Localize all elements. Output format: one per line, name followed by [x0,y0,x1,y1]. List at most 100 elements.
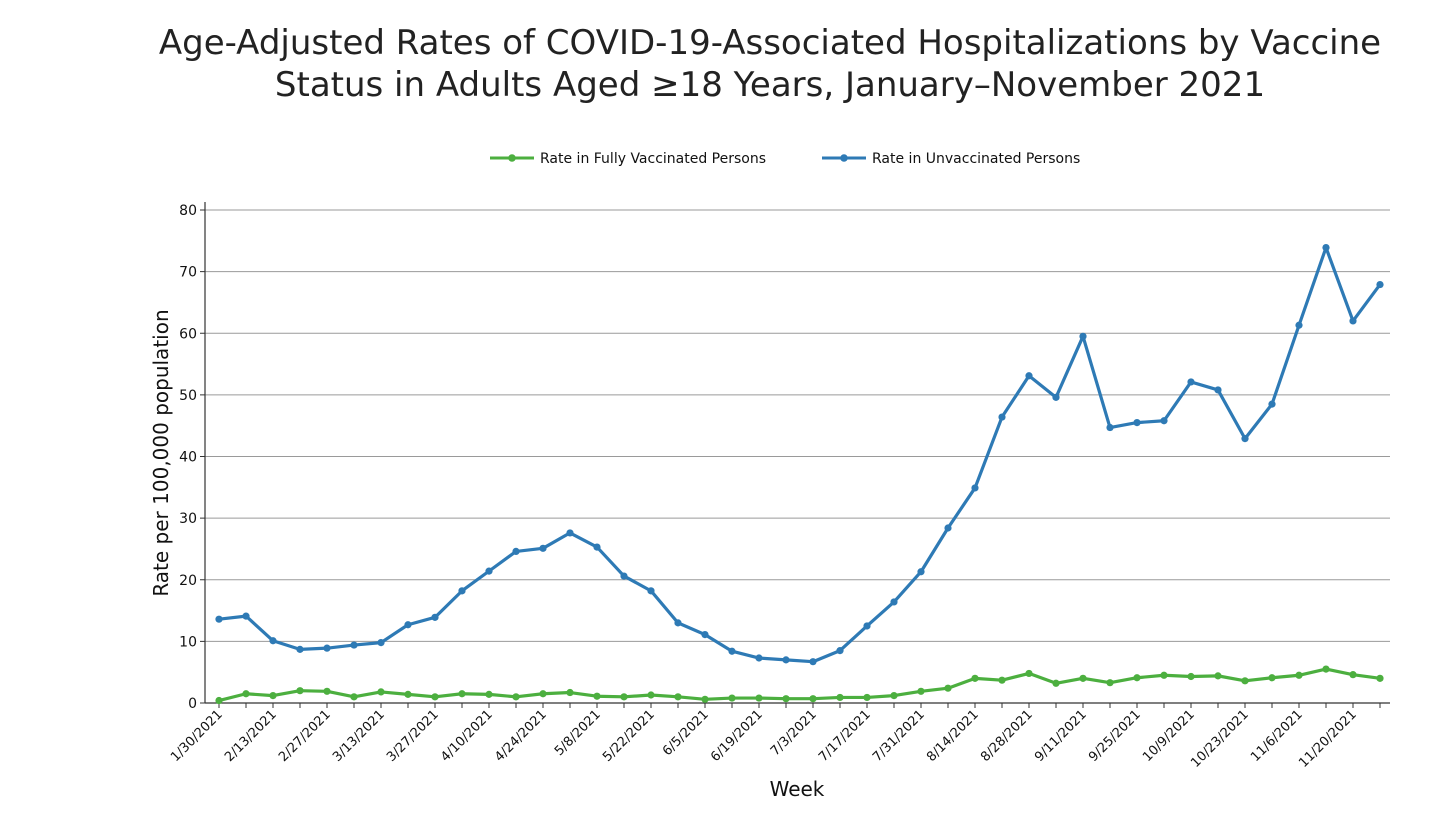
data-point[interactable] [1079,674,1087,682]
data-point[interactable] [647,587,655,595]
data-point[interactable] [296,687,304,695]
data-point[interactable] [242,612,250,620]
x-tick-label: 4/24/2021 [492,707,550,765]
data-point[interactable] [350,693,358,701]
data-point[interactable] [1052,679,1060,687]
data-point[interactable] [917,568,925,576]
y-axis-label: Rate per 100,000 population [149,309,173,596]
data-point[interactable] [674,693,682,701]
data-point[interactable] [458,690,466,698]
data-point[interactable] [755,654,763,662]
data-point[interactable] [323,644,331,652]
data-point[interactable] [215,696,223,705]
data-point[interactable] [431,613,439,621]
data-point[interactable] [1322,665,1330,673]
data-point[interactable] [620,693,628,701]
data-point[interactable] [1214,386,1222,394]
data-point[interactable] [647,691,655,699]
data-point[interactable] [1106,423,1114,432]
data-point[interactable] [512,547,520,556]
grid-lines [205,209,1390,642]
data-point[interactable] [1133,674,1141,682]
data-point[interactable] [674,619,682,627]
data-point[interactable] [1214,672,1222,680]
data-point[interactable] [242,690,250,698]
data-point[interactable] [323,687,331,695]
data-point[interactable] [971,674,979,682]
data-point[interactable] [539,690,547,698]
data-point[interactable] [377,688,385,696]
data-point[interactable] [1241,677,1249,685]
data-point[interactable] [728,694,736,702]
data-point[interactable] [377,639,385,647]
data-point[interactable] [890,598,898,606]
x-tick-label: 3/13/2021 [330,707,388,765]
data-point[interactable] [620,572,628,580]
data-point[interactable] [701,695,709,703]
data-point[interactable] [1187,378,1195,386]
y-tick-label: 80 [179,203,197,219]
data-point[interactable] [836,647,844,655]
x-tick-label: 10/9/2021 [1140,707,1198,765]
data-point[interactable] [350,641,358,649]
data-point[interactable] [863,622,871,630]
data-point[interactable] [458,587,466,595]
data-point[interactable] [215,615,223,623]
data-point[interactable] [890,692,898,700]
data-point[interactable] [998,676,1006,684]
data-point[interactable] [836,693,844,702]
data-point[interactable] [1295,671,1303,679]
data-point[interactable] [782,656,790,664]
data-point[interactable] [1268,674,1276,682]
data-point[interactable] [755,694,763,702]
data-point[interactable] [485,690,493,698]
data-point[interactable] [1079,332,1087,340]
data-point[interactable] [944,524,952,532]
data-point[interactable] [1349,671,1357,679]
data-point[interactable] [269,637,277,645]
data-point[interactable] [404,690,412,698]
x-tick-labels: 1/30/20212/13/20212/27/20213/13/20213/27… [168,707,1360,771]
data-point[interactable] [269,692,277,700]
data-point[interactable] [296,645,304,653]
data-point[interactable] [1160,417,1168,425]
data-point[interactable] [1025,372,1033,380]
data-point[interactable] [1376,674,1384,682]
data-point[interactable] [1295,321,1303,329]
data-point[interactable] [809,658,817,666]
data-point[interactable] [1106,679,1114,687]
data-point[interactable] [593,543,601,551]
x-axis-label: Week [770,777,825,801]
y-tick-label: 60 [179,326,197,342]
data-point[interactable] [1133,419,1141,427]
data-point[interactable] [944,684,952,692]
data-point[interactable] [1322,243,1330,252]
x-tick-label: 8/14/2021 [924,707,982,765]
data-point[interactable] [593,692,601,700]
data-point[interactable] [863,693,871,702]
data-point[interactable] [1349,317,1357,325]
data-point[interactable] [485,567,493,575]
data-point[interactable] [728,647,736,655]
data-point[interactable] [512,693,520,701]
data-point[interactable] [404,621,412,629]
data-point[interactable] [1187,672,1195,681]
data-point[interactable] [1052,393,1060,401]
data-point[interactable] [431,693,439,701]
data-point[interactable] [809,695,817,703]
data-point[interactable] [1160,671,1168,679]
data-point[interactable] [971,484,979,492]
x-tick-label: 7/3/2021 [768,707,820,759]
data-point[interactable] [998,413,1006,421]
data-point[interactable] [539,544,547,552]
data-point[interactable] [1268,400,1276,408]
data-point[interactable] [1025,669,1033,678]
data-point[interactable] [566,688,574,697]
data-point[interactable] [782,695,790,703]
data-point[interactable] [566,529,574,537]
data-point[interactable] [917,687,925,695]
data-point[interactable] [701,630,709,639]
data-point[interactable] [1241,435,1249,443]
y-tick-label: 70 [179,265,197,281]
data-point[interactable] [1376,280,1384,289]
